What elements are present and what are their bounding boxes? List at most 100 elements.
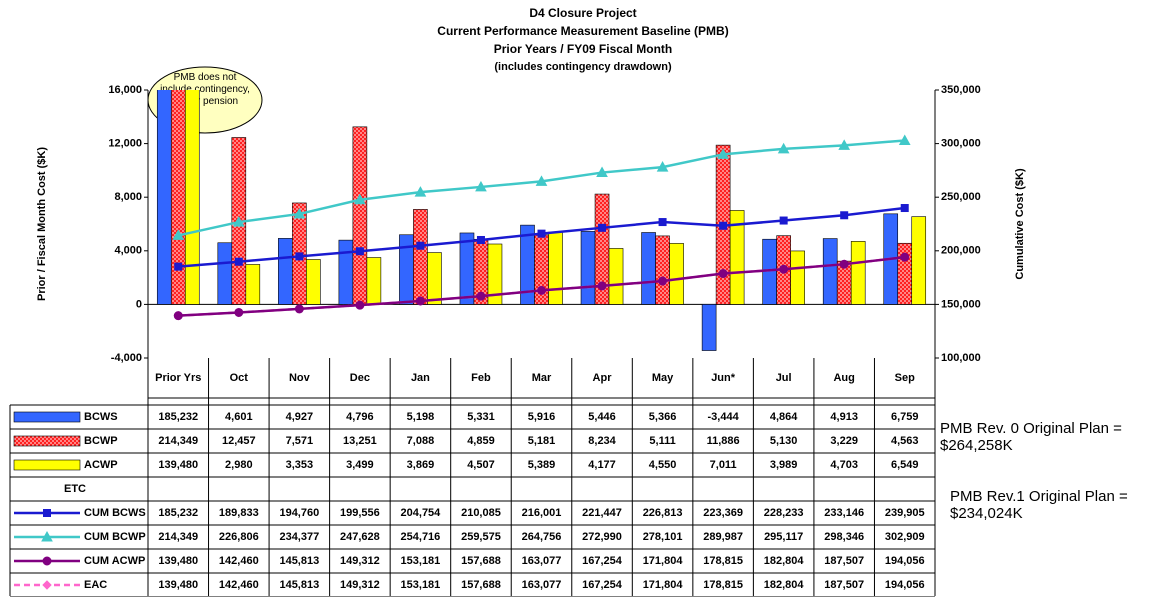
callout: PMB does not include contingency, fee, o… (160, 72, 250, 107)
annotation: PMB Rev. 0 Original Plan = $264,258K (940, 420, 1122, 454)
marker (777, 142, 790, 154)
bar (822, 238, 838, 305)
bar (641, 232, 656, 305)
table-value: 163,077 (522, 579, 562, 591)
table-value: 5,181 (528, 435, 556, 447)
table-value: 302,909 (885, 531, 925, 543)
table-value: 223,369 (703, 507, 743, 519)
bar (399, 234, 414, 305)
bar (217, 242, 233, 305)
table-value: 145,813 (279, 579, 319, 591)
table-value: 254,716 (401, 531, 441, 543)
table-value: 149,312 (340, 555, 380, 567)
table-value: 182,804 (764, 579, 805, 591)
y-tick-label: 16,000 (108, 84, 142, 96)
table-value: 239,905 (885, 507, 925, 519)
table-value: 216,001 (522, 507, 562, 519)
table-value: 5,111 (649, 435, 675, 447)
marker (838, 139, 851, 150)
legend-label: CUM BCWP (84, 531, 146, 543)
y-tick-label: 8,000 (114, 191, 142, 203)
data-table: Prior Yrs Oct Nov Dec Jan Feb Mar Apr May Jun* Jul… (9, 358, 936, 597)
table-value: 139,480 (158, 555, 198, 567)
x-tick-label: Aug (833, 372, 854, 384)
table-value: 187,507 (824, 579, 864, 591)
table-value: 7,088 (407, 435, 435, 447)
marker (41, 530, 53, 542)
table-value: 157,688 (461, 555, 501, 567)
legend-label: CUM BCWS (84, 507, 146, 519)
table-value: -3,444 (708, 411, 740, 423)
table-value: 163,077 (522, 555, 562, 567)
y-tick-label: 4,000 (114, 245, 142, 257)
marker (597, 281, 607, 291)
table-value: 210,085 (461, 507, 501, 519)
bar (413, 209, 428, 305)
line-series (173, 252, 910, 321)
table-value: 234,377 (279, 531, 319, 543)
x-tick-label: Feb (471, 372, 491, 384)
table-value: 149,312 (340, 579, 380, 591)
table-value: 2,980 (225, 459, 253, 471)
table-value: 4,927 (286, 411, 314, 423)
table-value: 226,806 (219, 531, 259, 543)
line (177, 139, 905, 237)
x-tick-label: Nov (289, 372, 311, 384)
table-value: 189,833 (219, 507, 259, 519)
marker (43, 509, 51, 517)
table-value: 3,989 (770, 459, 798, 471)
marker (234, 257, 243, 266)
bar (580, 231, 596, 305)
legend-swatch (13, 411, 81, 423)
table-value: 178,815 (703, 579, 743, 591)
marker (416, 241, 425, 250)
legend-label: ACWP (84, 459, 118, 471)
marker (898, 134, 911, 145)
marker (476, 291, 486, 301)
chart-subtitle: Current Performance Measurement Baseline… (437, 24, 728, 38)
chart-subtitle: (includes contingency drawdown) (494, 61, 672, 73)
x-tick-label: May (652, 372, 674, 384)
bar (669, 243, 684, 305)
bar (170, 90, 186, 305)
table-value: 3,499 (346, 459, 374, 471)
table-value: 264,756 (522, 531, 562, 543)
table-value: 4,601 (225, 411, 253, 423)
marker (900, 204, 909, 213)
bar (245, 264, 261, 305)
bar (897, 242, 913, 305)
table-value: 298,346 (824, 531, 864, 543)
table-value: 226,813 (643, 507, 683, 519)
bar (487, 243, 503, 305)
table-value: 145,813 (279, 555, 319, 567)
table-value: 4,913 (830, 411, 858, 423)
table-value: 4,550 (649, 459, 677, 471)
table-value: 5,916 (528, 411, 556, 423)
x-tick-label: Oct (230, 372, 249, 384)
table-value: 194,056 (885, 555, 925, 567)
table-value: 289,987 (703, 531, 743, 543)
table-value: 228,233 (764, 507, 804, 519)
table-value: 214,349 (158, 531, 198, 543)
table-value: 3,353 (286, 459, 314, 471)
table-value: 4,563 (891, 435, 919, 447)
table-value: 214,349 (158, 435, 198, 447)
table-value: 4,507 (467, 459, 495, 471)
bar (729, 210, 745, 305)
bar (156, 90, 172, 305)
table-value: 185,232 (158, 411, 198, 423)
y-axis-label: Prior / Fiscal Month Cost ($K) (36, 147, 48, 301)
table-value: 182,804 (764, 555, 805, 567)
marker (354, 193, 366, 205)
bar (338, 239, 354, 305)
table-value: 194,056 (885, 579, 925, 591)
table-value: 221,447 (582, 507, 622, 519)
marker (779, 216, 788, 225)
table-value: 153,181 (401, 579, 441, 591)
table-value: 171,804 (643, 555, 684, 567)
x-tick-label: Jul (776, 372, 792, 384)
marker (414, 186, 427, 197)
bar (701, 304, 717, 351)
table-value: 6,549 (891, 459, 919, 471)
bar (306, 259, 321, 305)
